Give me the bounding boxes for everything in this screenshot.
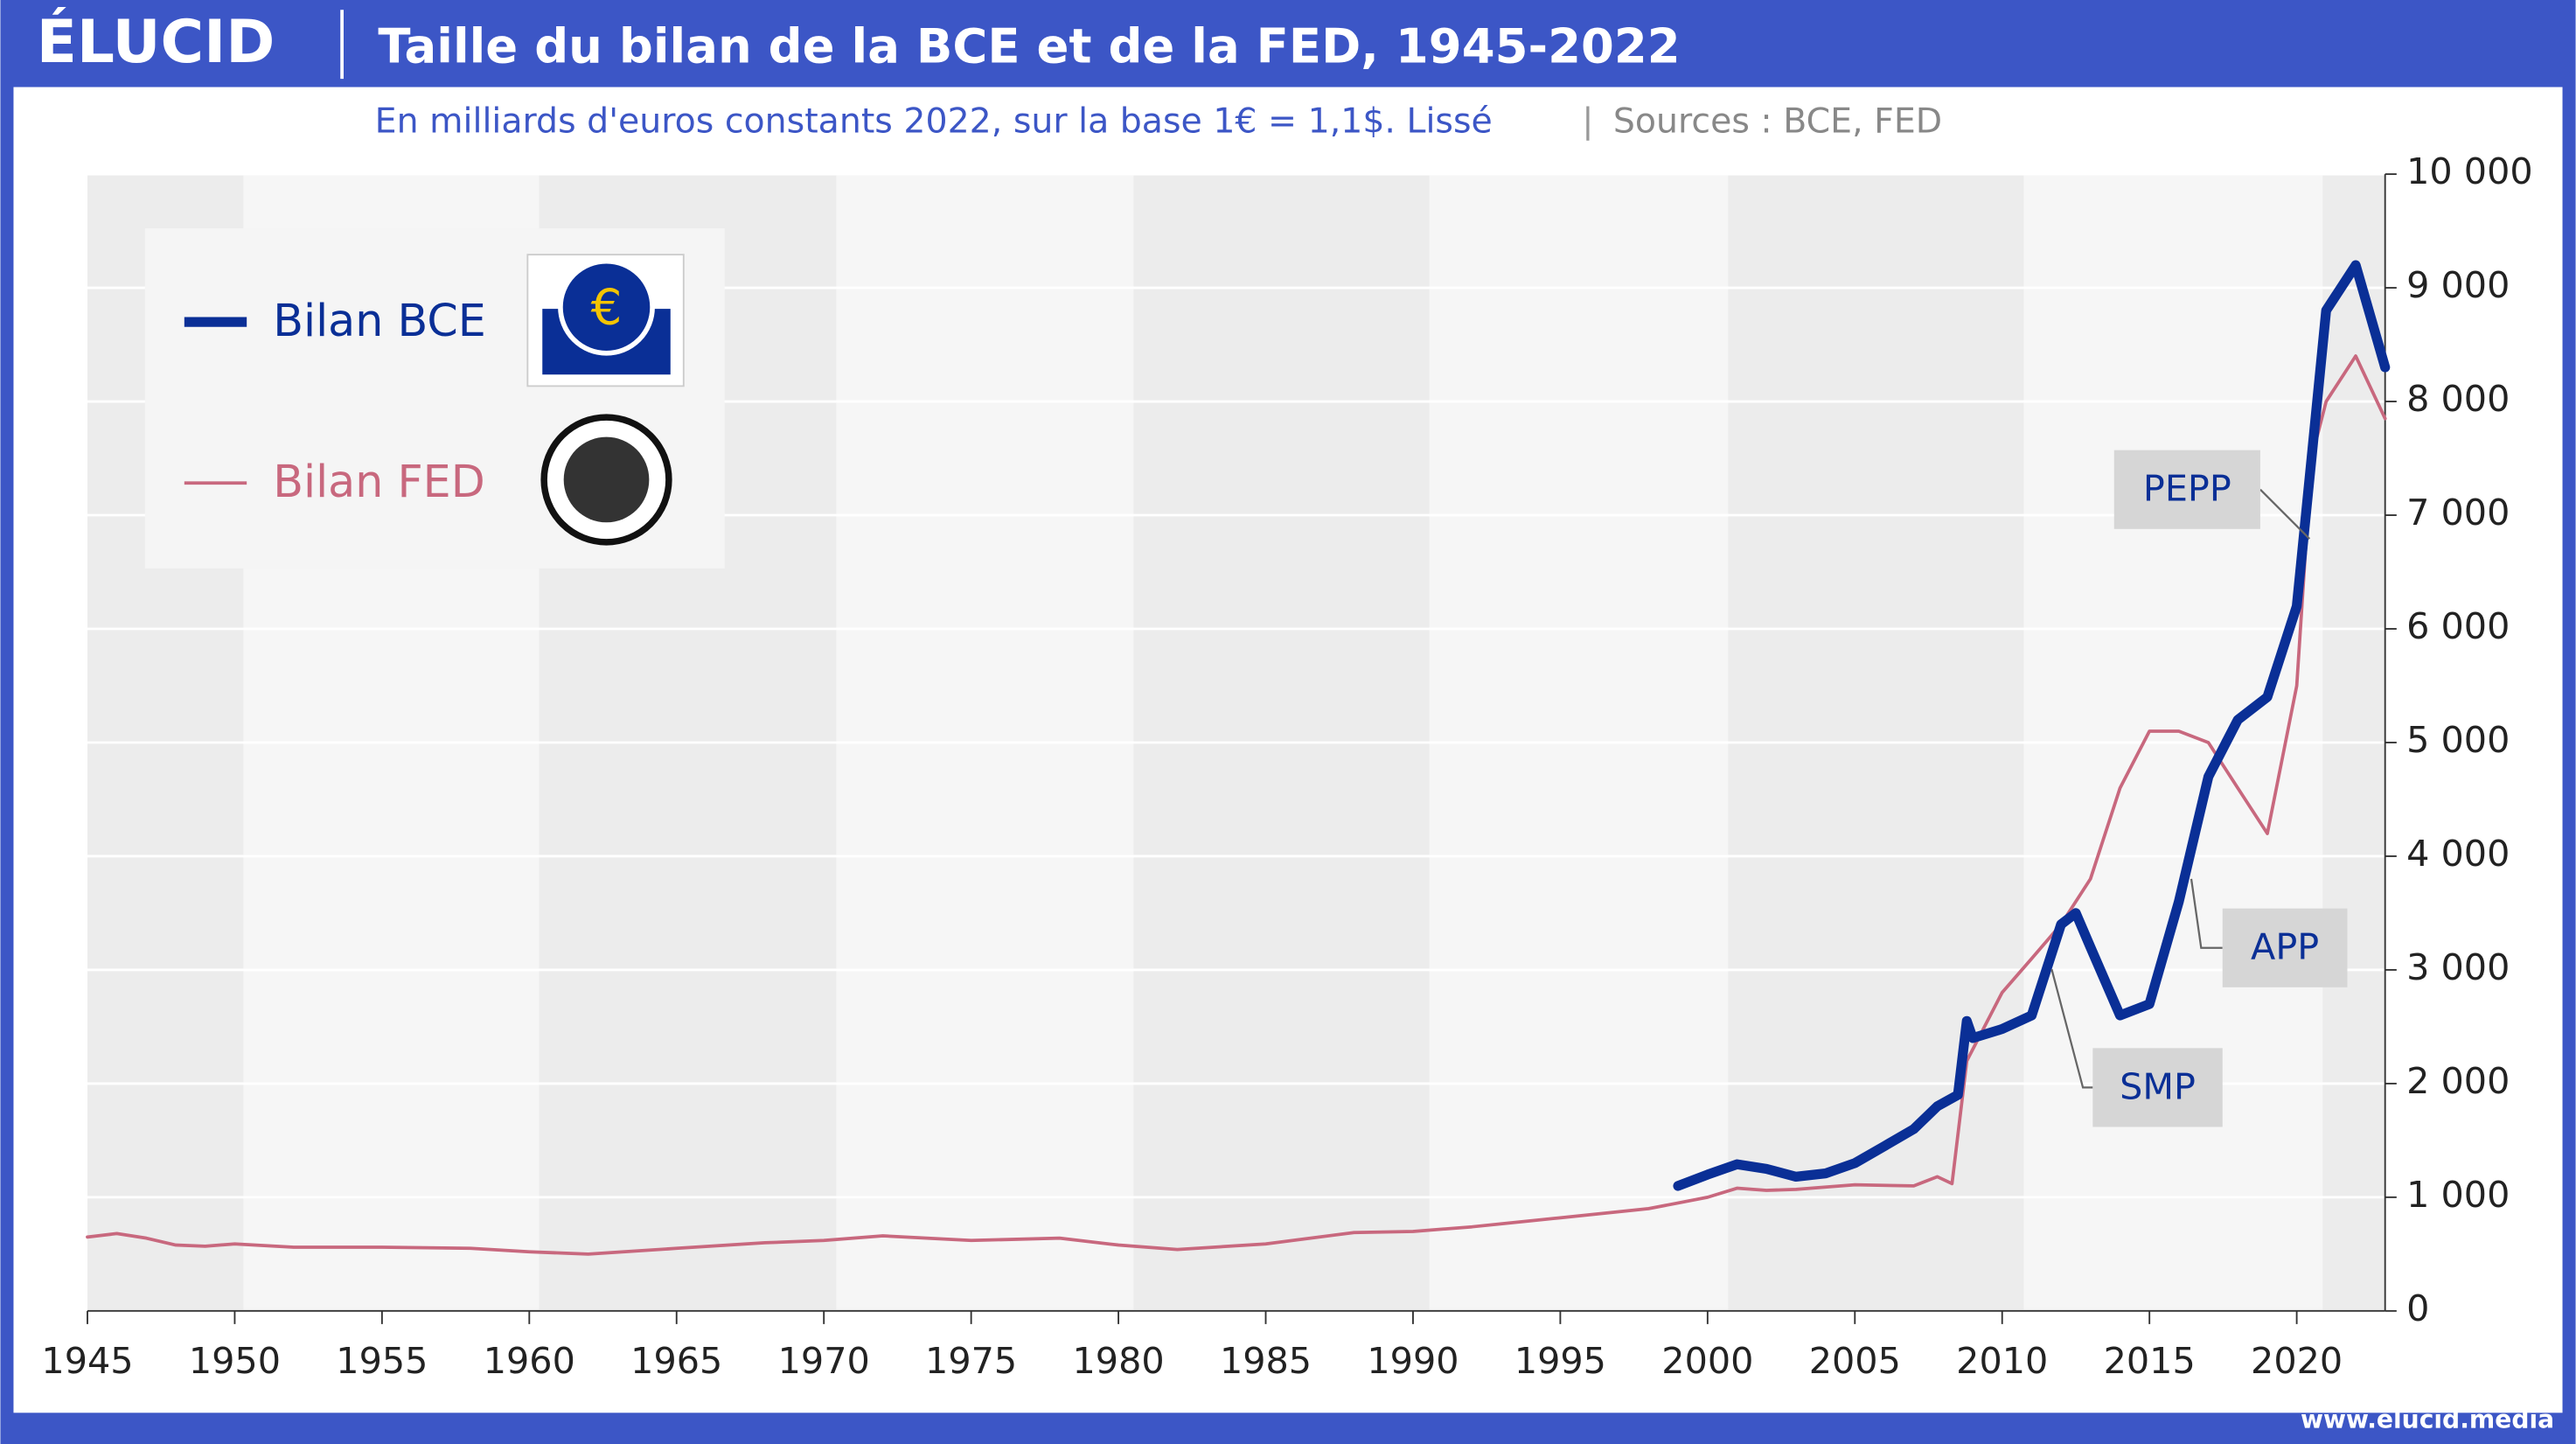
ecb-logo-sign: € <box>591 280 623 337</box>
x-tick-label: 1955 <box>336 1340 428 1382</box>
annotation-leader <box>2190 878 2223 949</box>
annotation-box <box>2113 450 2260 529</box>
line-series <box>1673 260 2391 1191</box>
source: Sources : BCE, FED <box>1613 101 1942 141</box>
annotation-box <box>2092 1048 2223 1127</box>
x-tick-label: 1985 <box>1220 1340 1312 1382</box>
y-tick-label: 6 000 <box>2406 605 2510 647</box>
y-tick-label: 1 000 <box>2406 1174 2510 1216</box>
x-tick-label: 1975 <box>925 1340 1017 1382</box>
y-tick-label: 0 <box>2406 1287 2429 1329</box>
x-tick-label: 2015 <box>2104 1340 2196 1382</box>
x-tick-label: 2010 <box>1956 1340 2048 1382</box>
footer: www.elucid.media <box>2301 1406 2554 1434</box>
legend-label: Bilan BCE <box>273 295 486 346</box>
fed-logo-inner <box>563 436 650 523</box>
x-tick-label: 1970 <box>778 1340 870 1382</box>
x-tick-label: 1965 <box>630 1340 722 1382</box>
y-tick-label: 2 000 <box>2406 1060 2510 1102</box>
x-tick-label: 2000 <box>1661 1340 1753 1382</box>
separator: | <box>1582 101 1593 141</box>
annotation-leader <box>2259 488 2311 540</box>
y-tick-label: 8 000 <box>2406 378 2510 420</box>
y-tick-label: 4 000 <box>2406 833 2510 875</box>
y-tick-label: 5 000 <box>2406 719 2510 761</box>
y-tick-label: 10 000 <box>2406 150 2533 192</box>
y-tick-label: 9 000 <box>2406 264 2510 306</box>
x-tick-label: 1980 <box>1073 1340 1165 1382</box>
x-tick-label: 2020 <box>2251 1340 2343 1382</box>
x-tick-label: 1960 <box>484 1340 575 1382</box>
annotation: SMP <box>2120 1065 2196 1107</box>
subtitle: En milliards d'euros constants 2022, sur… <box>375 101 1493 141</box>
y-tick-label: 7 000 <box>2406 492 2510 534</box>
annotation: APP <box>2251 926 2319 968</box>
annotation-leader <box>2050 968 2093 1089</box>
x-tick-label: 2005 <box>1809 1340 1901 1382</box>
annotation: PEPP <box>2143 468 2231 510</box>
y-tick-label: 3 000 <box>2406 946 2510 988</box>
brand: ÉLUCID <box>37 7 275 76</box>
ecb-logo-circle <box>558 258 655 356</box>
x-tick-label: 1990 <box>1367 1340 1459 1382</box>
x-tick-label: 1995 <box>1514 1340 1606 1382</box>
annotation-box <box>2222 908 2348 987</box>
x-tick-label: 1945 <box>41 1340 133 1382</box>
chart-title: Taille du bilan de la BCE et de la FED, … <box>378 17 1680 73</box>
line-series <box>86 354 2387 1256</box>
x-tick-label: 1950 <box>189 1340 281 1382</box>
legend-label: Bilan FED <box>273 456 485 507</box>
